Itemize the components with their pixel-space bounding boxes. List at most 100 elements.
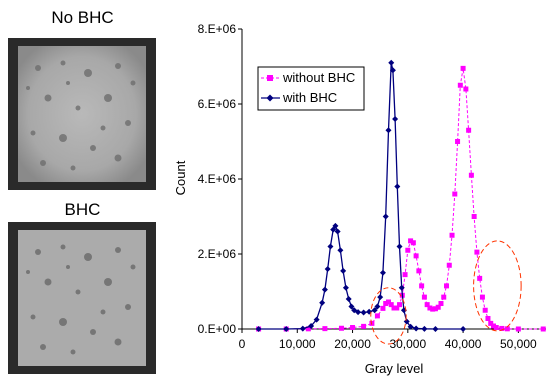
x-tick-label: 10,000 — [279, 337, 316, 351]
data-point-with-bhc — [255, 326, 262, 332]
x-tick-label: 30,000 — [389, 337, 426, 351]
data-point-with-bhc — [360, 309, 367, 316]
data-point-with-bhc — [398, 284, 405, 291]
data-point-without-bhc — [466, 127, 472, 133]
data-point-with-bhc — [421, 325, 428, 332]
y-tick-label: 6.E+06 — [198, 97, 237, 111]
no-bhc-image-title: No BHC — [51, 8, 114, 27]
data-point-without-bhc — [515, 326, 521, 332]
data-point-with-bhc — [355, 309, 362, 316]
legend-marker-without-bhc — [267, 75, 273, 81]
data-point-with-bhc — [321, 286, 328, 293]
legend-box — [257, 66, 365, 111]
data-point-with-bhc — [377, 294, 384, 301]
x-axis-label: Gray level — [365, 361, 424, 376]
y-tick-label: 2.E+06 — [198, 247, 237, 261]
data-point-without-bhc — [380, 305, 386, 311]
data-point-without-bhc — [383, 301, 389, 306]
data-point-with-bhc — [348, 303, 355, 310]
bhc-ct-image — [8, 222, 156, 374]
data-point-with-bhc — [337, 247, 344, 254]
data-point-with-bhc — [283, 326, 290, 332]
data-point-without-bhc — [322, 326, 328, 332]
data-point-with-bhc — [407, 323, 414, 330]
data-point-without-bhc — [435, 304, 441, 310]
data-point-with-bhc — [396, 243, 403, 250]
data-point-without-bhc — [305, 326, 311, 332]
data-point-without-bhc — [485, 316, 491, 321]
data-point-with-bhc — [332, 222, 339, 229]
y-tick-label: 8.E+06 — [198, 22, 237, 36]
data-point-without-bhc — [374, 313, 380, 319]
data-point-without-bhc — [430, 306, 436, 312]
data-point-without-bhc — [361, 323, 367, 329]
x-tick-label: 50,000 — [500, 337, 537, 351]
data-point-without-bhc — [474, 249, 480, 255]
data-point-with-bhc — [385, 127, 392, 134]
data-point-with-bhc — [319, 299, 326, 306]
data-point-without-bhc — [388, 302, 394, 308]
data-point-without-bhc — [468, 172, 474, 178]
data-point-without-bhc — [493, 325, 499, 330]
data-point-with-bhc — [340, 267, 347, 274]
data-point-without-bhc — [413, 253, 419, 259]
x-tick-label: 20,000 — [334, 337, 371, 351]
data-point-without-bhc — [471, 214, 477, 219]
axes: 0.E+00 2.E+06 4.E+06 6.E+06 8.E+06 0 10,000 20,… — [198, 22, 546, 351]
data-point-with-bhc — [432, 326, 439, 332]
data-point-with-bhc — [382, 213, 389, 220]
data-point-with-bhc — [403, 318, 410, 325]
legend-label-with-bhc: with BHC — [282, 90, 337, 105]
data-point-with-bhc — [299, 325, 306, 332]
data-point-with-bhc — [327, 243, 334, 250]
data-point-with-bhc — [394, 183, 401, 190]
data-point-without-bhc — [441, 294, 447, 300]
data-point-with-bhc — [460, 326, 467, 332]
data-point-without-bhc — [427, 305, 433, 311]
data-point-without-bhc — [479, 294, 485, 300]
data-point-with-bhc — [371, 307, 378, 314]
data-point-without-bhc — [499, 325, 505, 331]
data-point-without-bhc — [391, 305, 397, 311]
data-point-with-bhc — [413, 325, 420, 332]
data-point-without-bhc — [455, 139, 461, 144]
data-point-with-bhc — [342, 284, 349, 291]
data-point-without-bhc — [460, 65, 466, 71]
data-point-without-bhc — [457, 82, 463, 88]
data-point-with-bhc — [345, 296, 352, 302]
data-point-without-bhc — [408, 238, 414, 244]
data-point-without-bhc — [446, 262, 452, 268]
data-point-with-bhc — [308, 323, 315, 329]
data-point-without-bhc — [416, 268, 422, 274]
bhc-image-title: BHC — [64, 200, 101, 219]
annotations — [370, 240, 522, 345]
data-point-with-bhc — [388, 59, 395, 66]
y-tick-label: 4.E+06 — [198, 172, 237, 186]
data-point-without-bhc — [385, 299, 391, 305]
data-point-without-bhc — [490, 323, 496, 329]
data-point-without-bhc — [504, 326, 510, 332]
data-point-without-bhc — [419, 283, 425, 289]
data-point-with-bhc — [374, 303, 381, 310]
y-axis-label: Count — [173, 160, 188, 195]
legend-marker-with-bhc — [266, 94, 274, 102]
data-point-without-bhc — [482, 307, 488, 313]
data-point-without-bhc — [410, 240, 416, 246]
data-point-without-bhc — [397, 302, 403, 308]
data-point-without-bhc — [432, 306, 438, 312]
data-point-with-bhc — [379, 269, 386, 276]
highlight-ellipse — [370, 287, 407, 345]
no-bhc-ct-image — [8, 38, 156, 190]
y-tick-label: 0.E+00 — [198, 322, 237, 336]
data-point-with-bhc — [334, 228, 341, 235]
data-point-without-bhc — [424, 302, 430, 308]
data-point-without-bhc — [421, 294, 427, 300]
legend: without BHC with BHC — [257, 66, 365, 111]
data-point-without-bhc — [444, 283, 450, 289]
legend-label-without-bhc: without BHC — [282, 70, 355, 85]
data-point-without-bhc — [402, 272, 408, 278]
data-point-with-bhc — [324, 266, 331, 272]
data-point-with-bhc — [389, 67, 396, 74]
data-point-without-bhc — [452, 191, 458, 197]
